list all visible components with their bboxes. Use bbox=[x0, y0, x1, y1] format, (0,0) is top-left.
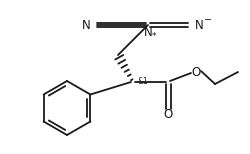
Text: O: O bbox=[164, 109, 172, 122]
Text: N: N bbox=[82, 18, 90, 32]
Text: N: N bbox=[144, 26, 152, 38]
Text: O: O bbox=[191, 65, 200, 79]
Text: &1: &1 bbox=[137, 77, 148, 85]
Text: −: − bbox=[204, 15, 212, 25]
Text: *: * bbox=[152, 32, 156, 41]
Text: N: N bbox=[194, 18, 203, 32]
